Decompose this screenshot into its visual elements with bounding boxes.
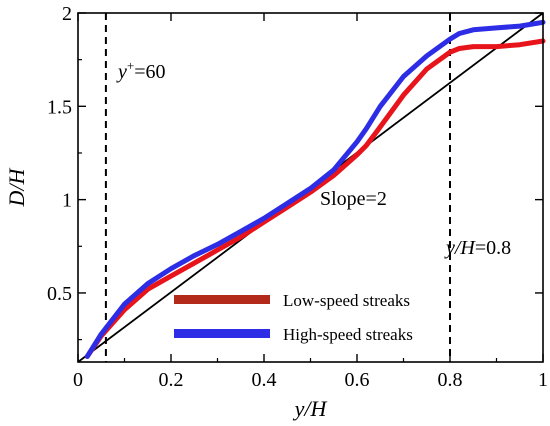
axis-ticks: 0 0.2 0.4 0.6 0.8 1 0.5 1 1.5 2 xyxy=(47,3,548,391)
x-tick-label: 1 xyxy=(538,369,548,391)
legend: Low-speed streaks High-speed streaks xyxy=(174,291,413,344)
slope-label: Slope=2 xyxy=(320,188,387,210)
vline-label-yh-var: y/H xyxy=(444,237,476,259)
vline-label-yplus: y+=60 xyxy=(116,58,166,83)
x-tick-label: 0.8 xyxy=(438,369,463,391)
y-tick-label: 0.5 xyxy=(47,283,72,305)
vline-label-yplus-value: =60 xyxy=(134,61,165,83)
legend-label-low-speed: Low-speed streaks xyxy=(283,291,410,310)
y-tick-label: 2 xyxy=(62,3,72,25)
vline-label-yplus-sup: + xyxy=(127,58,134,73)
vline-label-yh-value: =0.8 xyxy=(475,237,511,259)
legend-swatch-low-speed xyxy=(174,295,270,304)
series-low-speed-line xyxy=(84,38,546,359)
legend-label-high-speed: High-speed streaks xyxy=(283,325,413,344)
vline-label-yplus-var: y xyxy=(116,61,127,83)
y-axis-label: D/H xyxy=(4,167,29,207)
plot-marks xyxy=(77,12,546,363)
x-tick-label: 0 xyxy=(73,369,83,391)
series-high-speed-line xyxy=(84,19,546,359)
legend-swatch-high-speed xyxy=(174,329,270,338)
x-tick-label: 0.4 xyxy=(252,369,277,391)
vline-label-yh: y/H=0.8 xyxy=(444,237,511,259)
x-tick-label: 0.6 xyxy=(345,369,370,391)
y-tick-label: 1 xyxy=(62,190,72,212)
x-axis-label: y/H xyxy=(293,396,328,421)
y-tick-label: 1.5 xyxy=(47,96,72,118)
x-tick-label: 0.2 xyxy=(159,369,184,391)
